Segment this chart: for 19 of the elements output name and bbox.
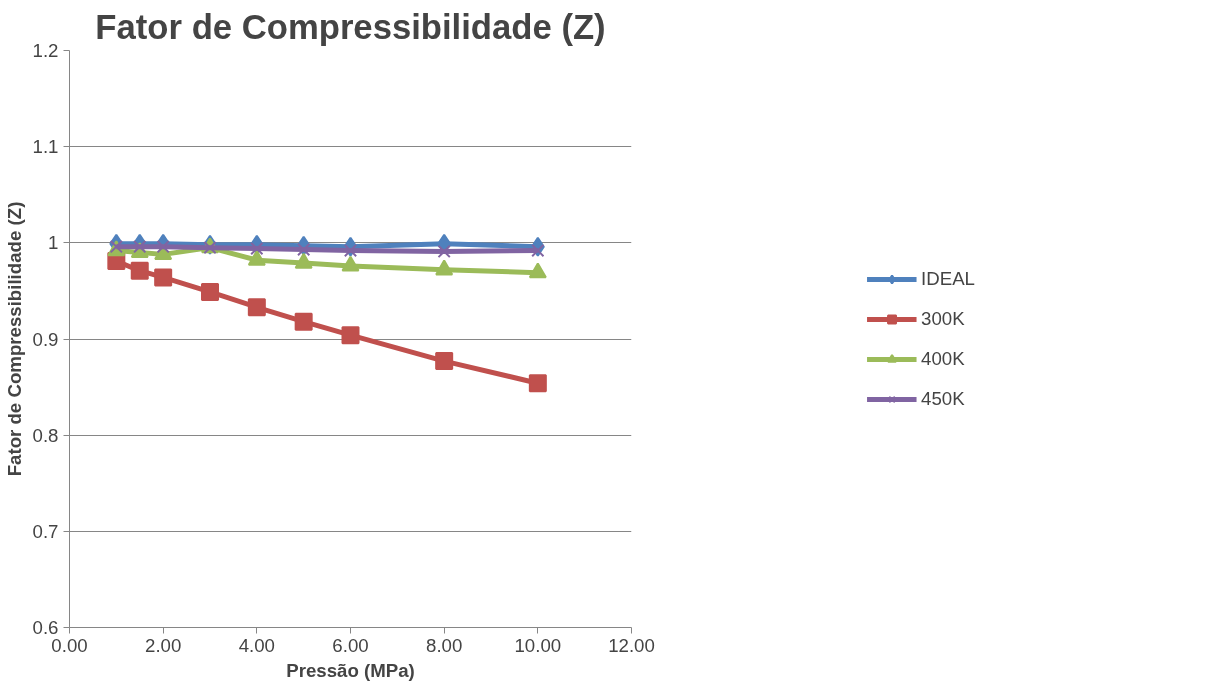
- y-axis-title: Fator de Compressibilidade (Z): [3, 201, 25, 477]
- legend-label: 400K: [921, 347, 965, 370]
- chart-title: Fator de Compressibilidade (Z): [95, 7, 606, 46]
- x-tick-label: 10.00: [514, 634, 562, 656]
- legend-label: 300K: [921, 307, 965, 330]
- y-tick-label: 1.1: [32, 136, 59, 158]
- x-tick-label: 12.00: [608, 634, 655, 656]
- y-tick-label: 0.7: [32, 520, 59, 542]
- y-tick-label: 1: [48, 232, 59, 254]
- y-tick-label: 0.9: [32, 328, 59, 350]
- y-tick-label: 1.2: [32, 40, 59, 61]
- x-tick-label: 4.00: [238, 634, 275, 656]
- legend-label: 450K: [921, 387, 965, 410]
- legend-label: IDEAL: [921, 267, 975, 290]
- x-tick-label: 6.00: [332, 634, 369, 656]
- x-axis-title: Pressão (MPa): [286, 659, 415, 681]
- x-tick-label: 8.00: [426, 634, 463, 656]
- x-tick-label: 2.00: [145, 634, 182, 656]
- y-tick-label: 0.8: [32, 424, 59, 446]
